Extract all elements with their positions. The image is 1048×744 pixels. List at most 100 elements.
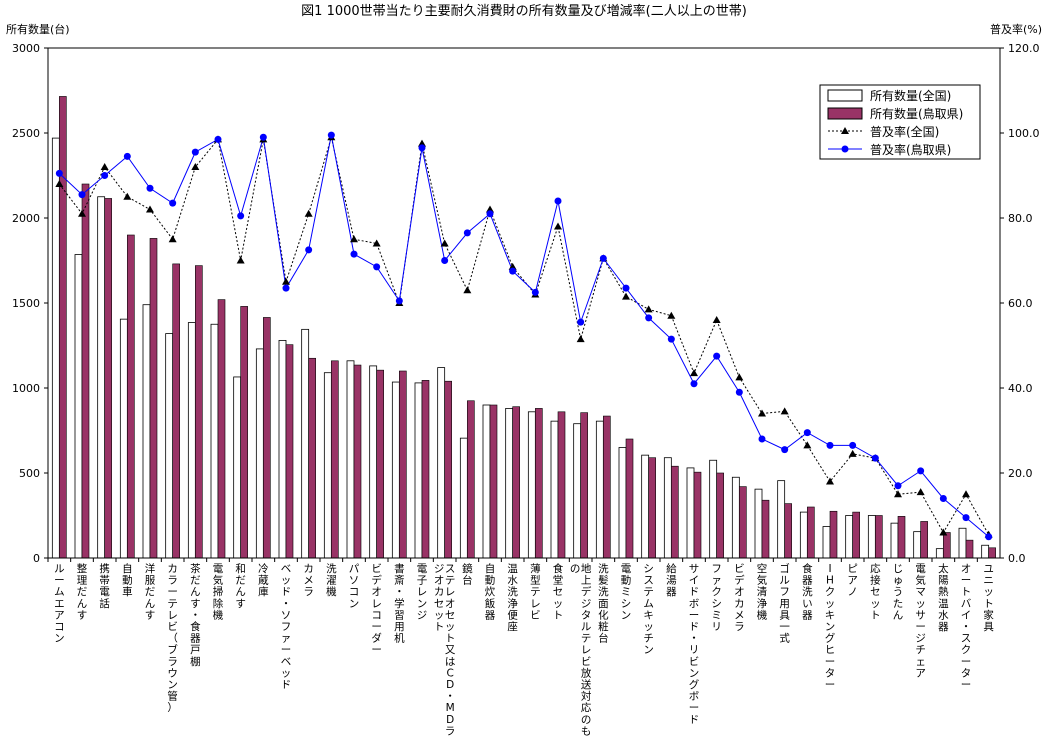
bar-tottori-qty — [829, 510, 838, 559]
x-tick-label: 茶だんす・食器戸棚 — [190, 562, 201, 668]
bar-tottori-qty — [59, 96, 67, 559]
point-national-rate — [962, 490, 970, 498]
bar-national-qty — [233, 376, 242, 559]
y2-tick-label: 60.0 — [1008, 297, 1033, 310]
bar-tottori-qty — [671, 465, 679, 559]
point-national-rate — [123, 192, 132, 200]
legend-label-tottori-rate: 普及率(鳥取県) — [870, 142, 951, 157]
point-national-rate — [486, 205, 494, 213]
bar-tottori-qty — [625, 438, 634, 559]
x-tick-label: 携帯電話 — [99, 562, 110, 610]
point-tottori-rate — [735, 388, 743, 396]
x-tick-label: 鏡台 — [462, 562, 473, 587]
point-tottori-rate — [758, 435, 766, 443]
line-national-rate — [58, 135, 990, 535]
bar-tottori-qty — [308, 357, 316, 559]
point-tottori-rate — [418, 144, 426, 152]
point-tottori-rate — [509, 267, 517, 275]
point-tottori-rate — [191, 148, 199, 156]
bar-tottori-qty — [897, 516, 906, 559]
y2-tick-label: 20.0 — [1008, 467, 1033, 480]
x-tick-label: 自動車 — [122, 562, 133, 598]
bars-layer — [47, 96, 996, 562]
legend-marker-triangle — [841, 127, 849, 134]
point-national-rate — [939, 528, 948, 536]
point-tottori-rate — [803, 429, 811, 437]
x-tick-label: ステレオセット又は C D ・ M D ラジオカセット — [434, 563, 456, 737]
bar-national-qty — [799, 511, 808, 559]
x-tick-label: 洗髪洗面化粧台 — [598, 563, 609, 645]
point-national-rate — [418, 139, 426, 147]
point-national-rate — [168, 235, 177, 243]
point-tottori-rate — [305, 246, 313, 254]
bar-tottori-qty — [240, 306, 248, 559]
point-national-rate — [463, 286, 472, 294]
point-tottori-rate — [826, 441, 834, 449]
y2-axis-label: 普及率(%) — [990, 22, 1042, 36]
bar-national-qty — [731, 476, 740, 559]
bar-tottori-qty — [535, 408, 543, 559]
bar-national-qty — [958, 527, 967, 559]
x-tick-label: 温水洗浄便座 — [507, 563, 518, 633]
bar-national-qty — [437, 367, 446, 559]
point-national-rate — [622, 292, 630, 300]
x-tick-label: ゴルフ用具一式 — [779, 562, 790, 645]
x-tick-label: ビデオレコーダー — [371, 563, 382, 656]
point-national-rate — [644, 305, 653, 313]
point-tottori-rate — [667, 335, 675, 343]
x-tick-label: 電気掃除機 — [213, 563, 224, 621]
bar-national-qty — [301, 328, 310, 559]
bar-tottori-qty — [399, 370, 407, 559]
bar-tottori-qty — [807, 506, 815, 559]
bar-national-qty — [913, 531, 922, 559]
y2-tick-label: 120.0 — [1008, 42, 1040, 55]
bar-tottori-qty — [489, 404, 498, 559]
bar-tottori-qty — [920, 521, 928, 559]
point-national-rate — [735, 373, 744, 381]
point-national-rate — [667, 311, 676, 319]
bar-national-qty — [51, 137, 60, 559]
bar-national-qty — [754, 488, 763, 559]
point-tottori-rate — [531, 288, 539, 296]
point-tottori-rate — [327, 131, 335, 139]
bar-national-qty — [346, 360, 355, 559]
point-tottori-rate — [350, 250, 358, 258]
bar-tottori-qty — [444, 380, 452, 559]
x-tick-label: I H クッキングヒーター — [825, 563, 836, 691]
bar-national-qty — [935, 548, 944, 559]
point-tottori-rate — [917, 467, 925, 475]
x-tick-label: 給湯器 — [666, 562, 677, 598]
bar-tottori-qty — [852, 511, 860, 559]
y-tick-label: 1500 — [12, 297, 40, 310]
point-national-rate — [350, 235, 358, 243]
bar-tottori-qty — [195, 265, 203, 559]
point-tottori-rate — [78, 191, 86, 199]
point-national-rate — [55, 180, 64, 187]
bar-national-qty — [822, 526, 831, 559]
legend-label-tottori-qty: 所有数量(鳥取県) — [870, 106, 963, 121]
bar-tottori-qty — [421, 380, 430, 559]
point-national-rate — [236, 256, 245, 264]
bar-tottori-qty — [81, 183, 90, 559]
y-tick-label: 2500 — [12, 127, 40, 140]
point-tottori-rate — [373, 263, 381, 271]
x-tick-label: 書斎・学習用机 — [394, 562, 405, 645]
x-tick-label: システムキッチン — [643, 563, 654, 656]
bar-national-qty — [187, 322, 196, 559]
point-national-rate — [758, 409, 766, 417]
bar-national-qty — [505, 407, 514, 559]
point-national-rate — [848, 449, 857, 457]
legend-label-national-rate: 普及率(全国) — [870, 124, 939, 139]
line-tottori-rate — [58, 135, 989, 538]
bar-tottori-qty — [716, 472, 724, 559]
x-tick-label: 冷蔵庫 — [258, 562, 269, 598]
x-tick-label: ルームエアコン — [54, 563, 65, 645]
bar-tottori-qty — [172, 263, 180, 559]
bar-tottori-qty — [739, 486, 747, 559]
x-tick-label: 洗濯機 — [326, 563, 337, 598]
y-axis-label: 所有数量(台) — [6, 22, 70, 36]
x-tick-label: ビデオカメラ — [734, 563, 745, 633]
point-tottori-rate — [395, 297, 403, 305]
x-tick-label: カメラ — [303, 563, 314, 598]
